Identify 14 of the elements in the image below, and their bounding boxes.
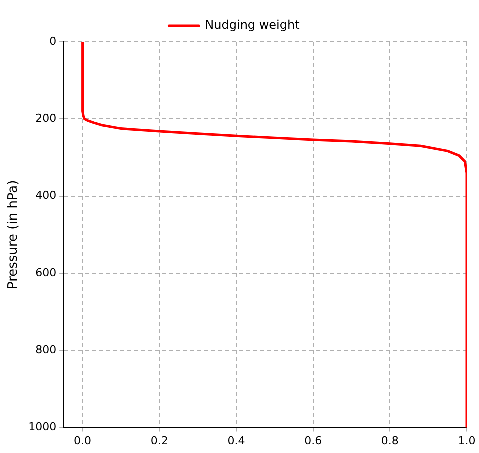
x-tick-label: 0.8 — [381, 434, 399, 448]
x-tick-label: 1.0 — [458, 434, 476, 448]
y-tick-label: 0 — [50, 34, 57, 48]
y-tick-label: 600 — [36, 266, 57, 280]
y-tick-label: 1000 — [28, 420, 57, 434]
x-tick-label: 0.6 — [304, 434, 322, 448]
y-tick-label: 800 — [36, 344, 57, 356]
y-axis-title: Pressure (in hPa) — [6, 180, 22, 290]
x-tick-label: 0.0 — [74, 434, 92, 448]
y-tick-label: 400 — [36, 189, 57, 202]
x-tick-label: 0.2 — [150, 434, 168, 448]
legend-label: Nudging weight — [205, 18, 300, 32]
x-tick-label: 0.4 — [228, 434, 246, 448]
y-tick-label: 200 — [36, 112, 57, 126]
